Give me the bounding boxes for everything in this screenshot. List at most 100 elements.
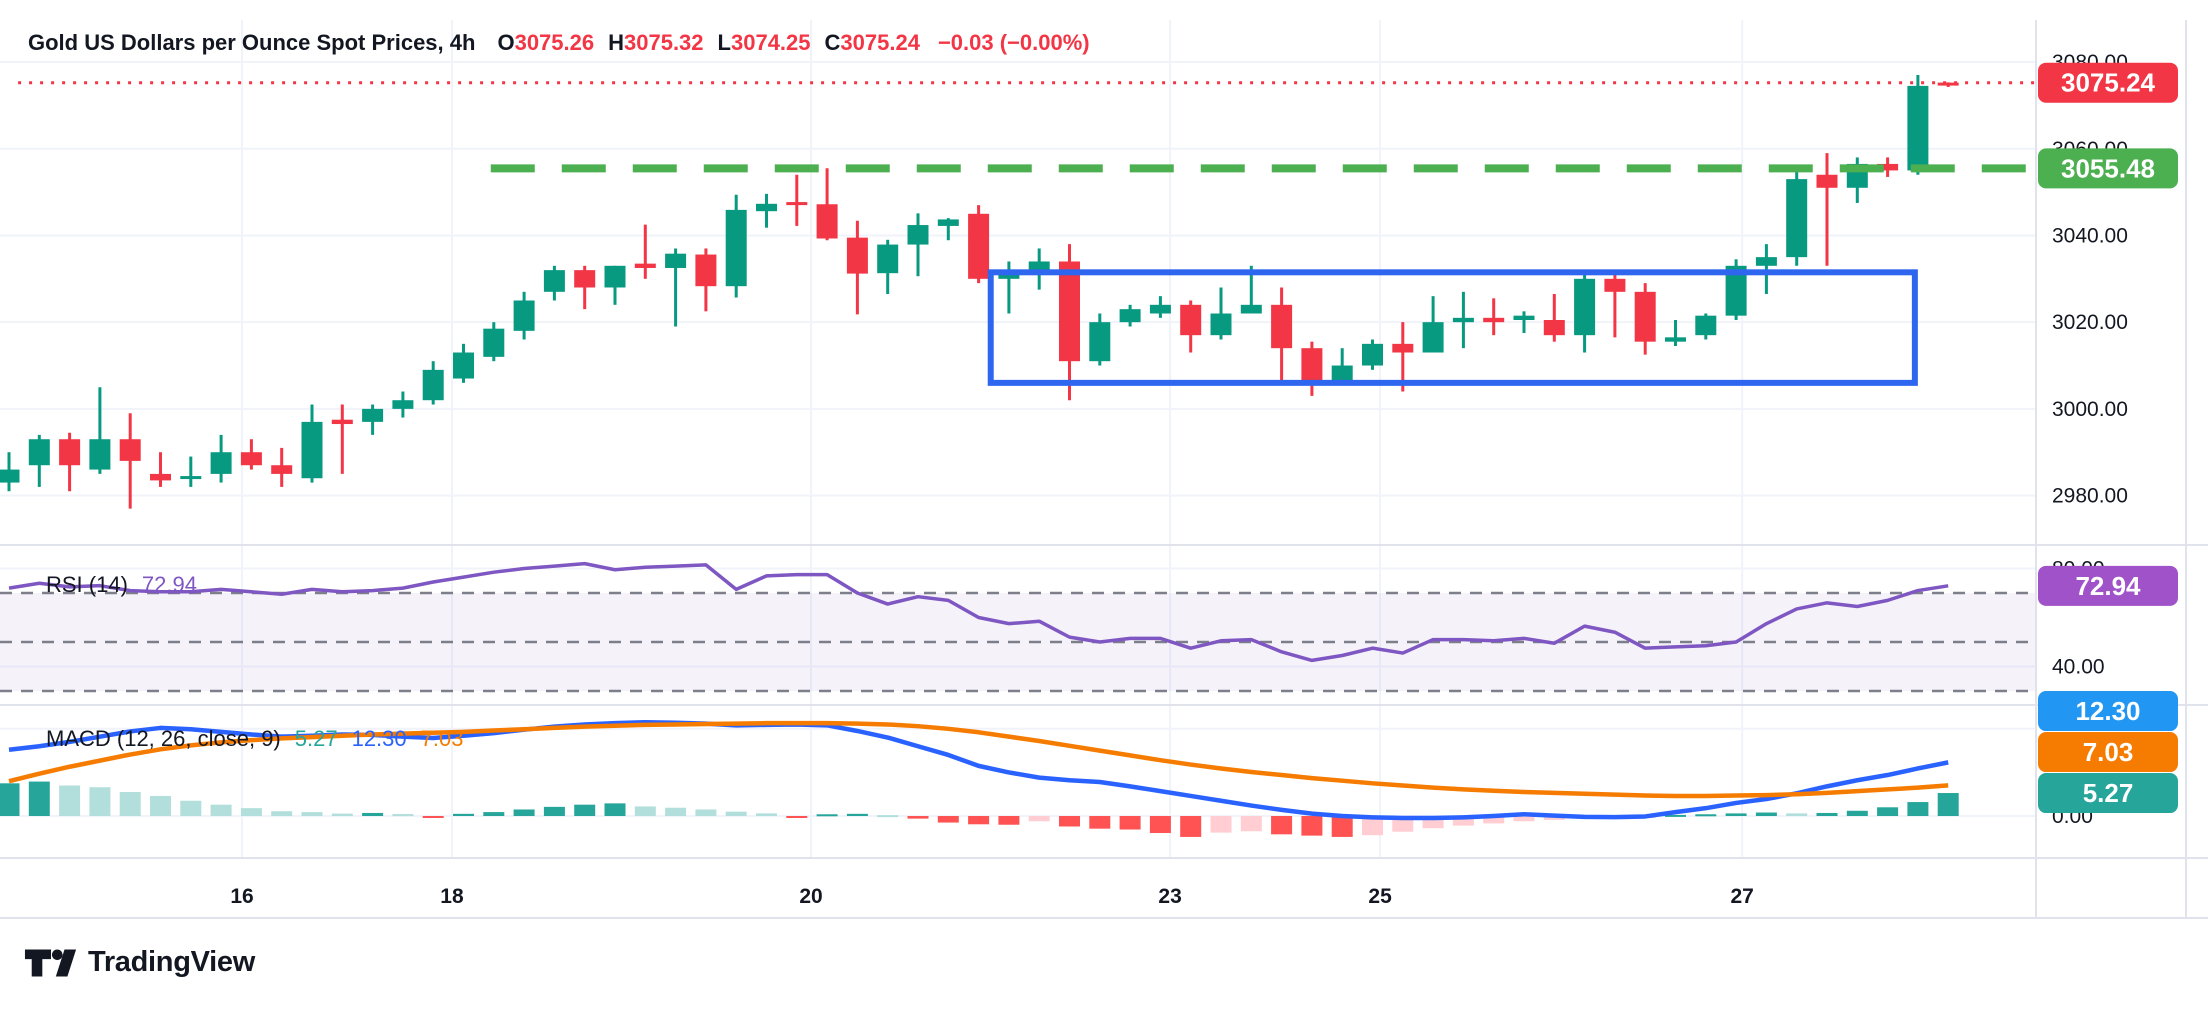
macd-histogram-bar [1452, 816, 1474, 826]
candle [210, 434, 232, 483]
candle [59, 432, 81, 492]
drawing-overlays[interactable] [18, 81, 2036, 386]
candle [1513, 311, 1535, 334]
rsi-name: RSI (14) [46, 572, 128, 597]
macd-hist-value: 5.27 [294, 726, 338, 751]
candle [362, 404, 384, 435]
axis-tick-label: 40.00 [2052, 656, 2105, 679]
macd-histogram-bar [1028, 816, 1050, 822]
candle [1665, 320, 1686, 347]
svg-text:7.03: 7.03 [2083, 737, 2134, 767]
macd-histogram-bar [240, 808, 262, 817]
macd-histogram-bar [786, 816, 808, 819]
macd-histogram-bar [574, 804, 596, 817]
time-axis-label: 20 [799, 885, 822, 908]
svg-text:5.27: 5.27 [2083, 778, 2134, 808]
candle [271, 447, 293, 487]
macd-histogram-bar [816, 814, 838, 817]
macd-histogram-bar [1180, 816, 1202, 837]
macd-histogram-bar [634, 806, 656, 817]
rsi-indicator-label[interactable]: RSI (14) 72.94 [46, 572, 197, 598]
macd-histogram-bar [1331, 816, 1353, 837]
symbol-title[interactable]: Gold US Dollars per Ounce Spot Prices, 4… [28, 30, 476, 55]
axis-tag-hist-value: 5.27 [2038, 773, 2178, 814]
macd-histogram-bar [1907, 802, 1929, 817]
candle [1028, 248, 1050, 290]
axis-tag-signal-value: 7.03 [2038, 732, 2178, 773]
candle [1755, 244, 1777, 294]
candle [816, 168, 838, 241]
macd-histogram-bar [1059, 816, 1080, 827]
macd-histogram-bar [362, 812, 384, 817]
macd-histogram-bar [1119, 816, 1141, 830]
macd-histogram-bar [1483, 816, 1505, 824]
candle [1634, 283, 1656, 355]
high-label: H [608, 30, 624, 55]
macd-histogram-bar [119, 792, 141, 817]
axis-tick-label: 3000.00 [2052, 398, 2128, 421]
candle [907, 213, 929, 277]
high-value: 3075.32 [624, 30, 704, 55]
candle [1846, 157, 1868, 203]
macd-histogram-bar [543, 806, 565, 817]
axis-tags: 3075.24 3055.48 72.94 12.30 7.03 5.27 [2038, 62, 2178, 814]
candle [392, 391, 414, 418]
rsi-plot [8, 561, 1949, 663]
candle [574, 265, 596, 310]
macd-histogram-bar [1513, 816, 1535, 822]
candle [1543, 293, 1565, 342]
macd-histogram-bar [604, 803, 626, 817]
macd-histogram-bar [1695, 814, 1717, 817]
svg-text:72.94: 72.94 [2075, 571, 2141, 601]
macd-histogram-bar [513, 809, 535, 817]
change-value: −0.03 (−0.00%) [937, 30, 1090, 55]
macd-histogram-bar [331, 813, 353, 817]
tradingview-logo[interactable]: TradingView [24, 946, 255, 979]
tradingview-logo-text: TradingView [88, 946, 255, 978]
svg-text:3055.48: 3055.48 [2061, 153, 2155, 183]
candle [695, 248, 717, 312]
macd-signal-value: 7.03 [420, 726, 464, 751]
candle [1119, 304, 1141, 327]
candle [180, 456, 202, 487]
candle [1452, 291, 1474, 349]
candle [331, 404, 353, 474]
candle [968, 205, 990, 284]
rsi-value: 72.94 [141, 572, 197, 597]
time-axis[interactable]: 16 18 20 23 25 27 [230, 885, 1754, 908]
candle [1210, 287, 1232, 340]
time-axis-label: 16 [230, 885, 253, 908]
candle [1604, 272, 1626, 338]
ohlc-close: C3075.24 [825, 30, 920, 56]
time-axis-label: 18 [440, 885, 464, 908]
macd-histogram-bar [150, 795, 171, 817]
candle [1059, 244, 1080, 401]
candle [513, 291, 535, 340]
macd-histogram-bar [756, 813, 777, 817]
candle [998, 261, 1020, 314]
macd-plot [0, 720, 1959, 837]
candle [1362, 339, 1383, 370]
macd-indicator-label[interactable]: MACD (12, 26, close, 9) 5.27 12.30 7.03 [46, 726, 463, 752]
candle [725, 194, 747, 298]
candle [1695, 313, 1717, 340]
candle [0, 452, 20, 492]
macd-histogram-bar [1089, 816, 1111, 829]
ohlc-high: H3075.32 [608, 30, 703, 56]
ohlc-open: O3075.26 [497, 30, 594, 56]
macd-histogram-bar [210, 804, 232, 817]
macd-histogram-bar [301, 812, 323, 817]
macd-histogram-bar [0, 783, 20, 817]
candle [422, 361, 444, 405]
time-axis-label: 27 [1730, 885, 1753, 908]
rsi-line [8, 561, 1949, 663]
consolidation-box [987, 269, 1918, 386]
macd-histogram-bar [846, 813, 868, 817]
macd-histogram-bar [28, 781, 50, 817]
candle [1907, 75, 1929, 175]
panel-separators [0, 20, 2208, 919]
candle [483, 322, 505, 362]
candle [937, 218, 959, 241]
close-label: C [824, 30, 841, 55]
